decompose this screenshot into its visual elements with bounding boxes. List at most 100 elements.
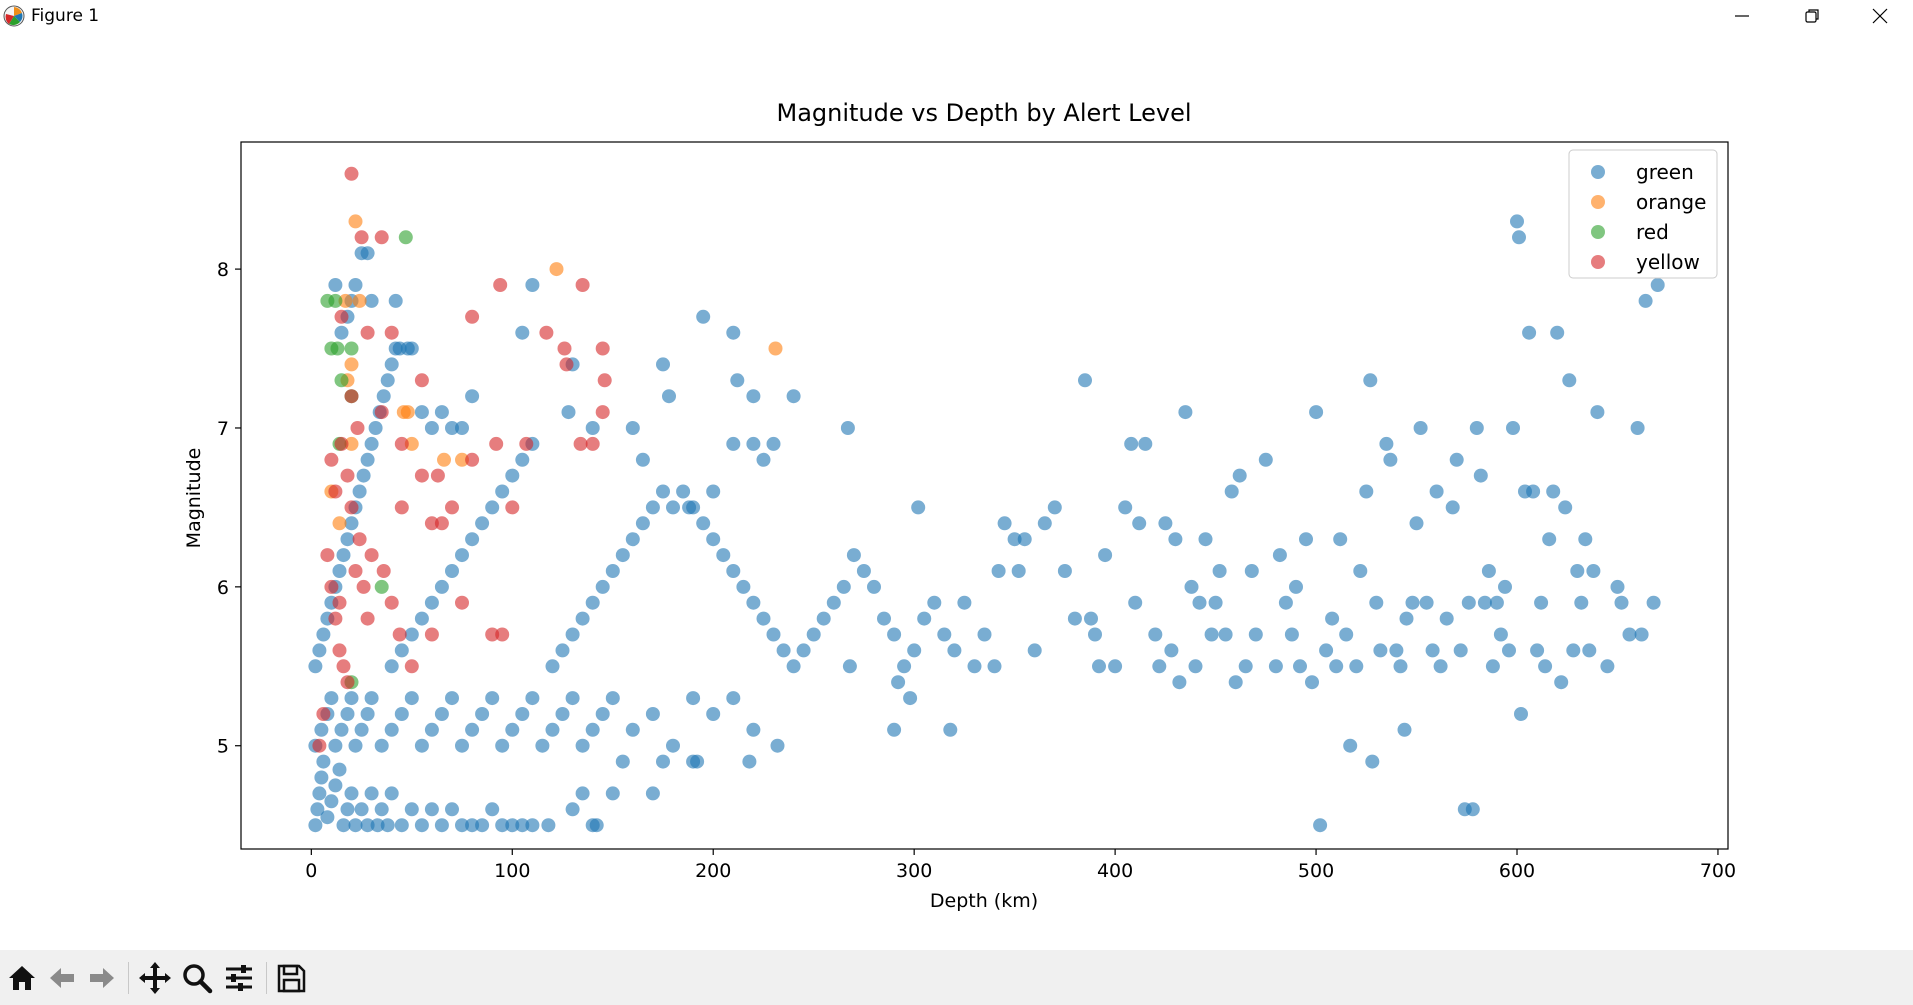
point-green-193 xyxy=(891,675,906,690)
point-yellow-18 xyxy=(374,405,389,420)
point-green-209 xyxy=(726,436,741,451)
point-green-54 xyxy=(348,738,363,753)
toolbar-separator xyxy=(266,962,267,994)
point-green-65 xyxy=(445,691,459,706)
close-button[interactable] xyxy=(1850,0,1910,31)
point-red-4 xyxy=(330,341,345,356)
point-yellow-16 xyxy=(595,405,610,420)
point-green-77 xyxy=(565,691,580,706)
point-green-149 xyxy=(730,373,745,388)
point-green-284 xyxy=(1389,643,1404,658)
point-red-9 xyxy=(374,579,389,594)
point-green-208 xyxy=(840,421,855,435)
point-yellow-22 xyxy=(573,436,588,451)
point-green-233 xyxy=(1124,436,1139,451)
point-green-271 xyxy=(1329,659,1344,674)
point-green-268 xyxy=(1313,818,1328,833)
home-button[interactable] xyxy=(3,958,41,998)
point-green-2 xyxy=(312,786,327,801)
point-green-237 xyxy=(1148,627,1163,642)
point-yellow-39 xyxy=(312,738,327,753)
x-tick-label: 600 xyxy=(1499,860,1535,882)
point-green-192 xyxy=(887,627,902,642)
point-red-5 xyxy=(344,341,359,356)
point-green-99 xyxy=(344,516,359,531)
zoom-icon xyxy=(183,964,213,994)
point-green-83 xyxy=(645,707,660,721)
point-green-82 xyxy=(625,722,640,737)
point-green-38 xyxy=(575,786,590,801)
x-axis: 0 100 200 300 400 500 600 700 xyxy=(305,849,1736,882)
point-green-20 xyxy=(394,818,409,833)
point-yellow-57 xyxy=(356,579,371,594)
point-green-39 xyxy=(605,786,620,801)
toolbar-separator xyxy=(128,962,129,994)
point-green-36 xyxy=(589,818,604,833)
point-green-269 xyxy=(1319,643,1334,658)
point-green-169 xyxy=(666,500,680,515)
legend-box xyxy=(1568,149,1718,279)
point-green-288 xyxy=(1405,595,1420,610)
point-green-86 xyxy=(706,707,721,721)
point-green-264 xyxy=(1293,659,1307,674)
forward-button[interactable] xyxy=(83,958,121,998)
point-green-33 xyxy=(525,818,540,833)
point-orange-7 xyxy=(404,436,419,451)
minimize-button[interactable] xyxy=(1712,0,1772,31)
point-green-47 xyxy=(314,722,329,737)
figure-canvas[interactable]: Magnitude vs Depth by Alert Level 0 100 20… xyxy=(0,31,1913,950)
pan-button[interactable] xyxy=(136,958,174,998)
point-green-15 xyxy=(364,786,379,801)
configure-subplots-button[interactable] xyxy=(220,958,258,998)
point-green-155 xyxy=(696,309,711,324)
pan-icon xyxy=(139,962,171,994)
point-green-41 xyxy=(645,786,660,801)
point-orange-10 xyxy=(549,262,564,277)
point-green-101 xyxy=(352,484,367,499)
point-green-229 xyxy=(1092,659,1106,674)
point-green-120 xyxy=(328,278,343,292)
point-green-257 xyxy=(1248,627,1263,642)
point-green-140 xyxy=(455,421,469,435)
point-green-245 xyxy=(1188,659,1203,674)
point-yellow-0 xyxy=(344,166,359,181)
point-green-317 xyxy=(1526,484,1541,499)
point-green-327 xyxy=(1566,643,1581,658)
point-green-223 xyxy=(1047,500,1062,515)
point-green-222 xyxy=(1037,516,1052,531)
x-axis-label: Depth (km) xyxy=(930,890,1038,912)
point-green-172 xyxy=(696,516,711,531)
x-tick-label: 700 xyxy=(1700,860,1736,882)
point-green-255 xyxy=(1238,659,1253,674)
zoom-button[interactable] xyxy=(178,958,216,998)
point-yellow-21 xyxy=(519,436,534,451)
point-green-61 xyxy=(404,691,419,706)
point-green-150 xyxy=(746,389,761,404)
point-green-260 xyxy=(1272,548,1287,563)
point-green-18 xyxy=(380,818,395,833)
point-green-301 xyxy=(1465,802,1480,817)
point-green-232 xyxy=(1118,500,1133,515)
point-green-87 xyxy=(726,691,741,706)
point-yellow-36 xyxy=(336,659,351,674)
save-button[interactable] xyxy=(272,958,310,998)
back-button[interactable] xyxy=(43,958,81,998)
point-green-29 xyxy=(485,802,500,817)
point-yellow-19 xyxy=(394,436,409,451)
point-green-13 xyxy=(354,802,369,817)
point-green-213 xyxy=(967,659,982,674)
point-green-173 xyxy=(706,532,721,547)
point-green-323 xyxy=(1550,325,1565,340)
point-green-341 xyxy=(1646,595,1661,610)
point-green-231 xyxy=(1108,659,1123,674)
point-green-272 xyxy=(1333,532,1348,547)
restore-button[interactable] xyxy=(1782,0,1842,31)
point-green-188 xyxy=(846,548,861,563)
point-green-326 xyxy=(1562,373,1577,388)
point-green-274 xyxy=(1343,738,1358,753)
point-green-80 xyxy=(595,707,610,721)
point-green-177 xyxy=(746,595,761,610)
point-orange-12 xyxy=(332,516,347,531)
point-green-205 xyxy=(746,436,761,451)
point-green-339 xyxy=(1634,627,1649,642)
